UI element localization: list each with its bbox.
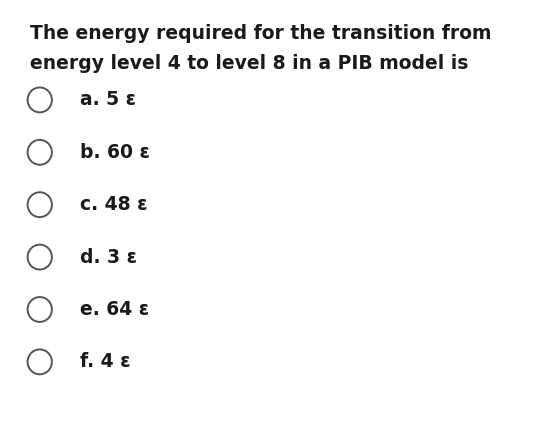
Text: c. 48 ε: c. 48 ε [80,195,148,214]
Ellipse shape [28,87,52,112]
Ellipse shape [28,140,52,165]
Text: b. 60 ε: b. 60 ε [80,143,150,162]
Text: d. 3 ε: d. 3 ε [80,248,137,266]
Text: a. 5 ε: a. 5 ε [80,91,136,109]
Text: The energy required for the transition from: The energy required for the transition f… [30,24,492,44]
Ellipse shape [28,245,52,270]
Ellipse shape [28,192,52,217]
Text: f. 4 ε: f. 4 ε [80,353,131,371]
Text: energy level 4 to level 8 in a PIB model is: energy level 4 to level 8 in a PIB model… [30,54,469,73]
Ellipse shape [28,349,52,374]
Text: e. 64 ε: e. 64 ε [80,300,149,319]
Ellipse shape [28,297,52,322]
